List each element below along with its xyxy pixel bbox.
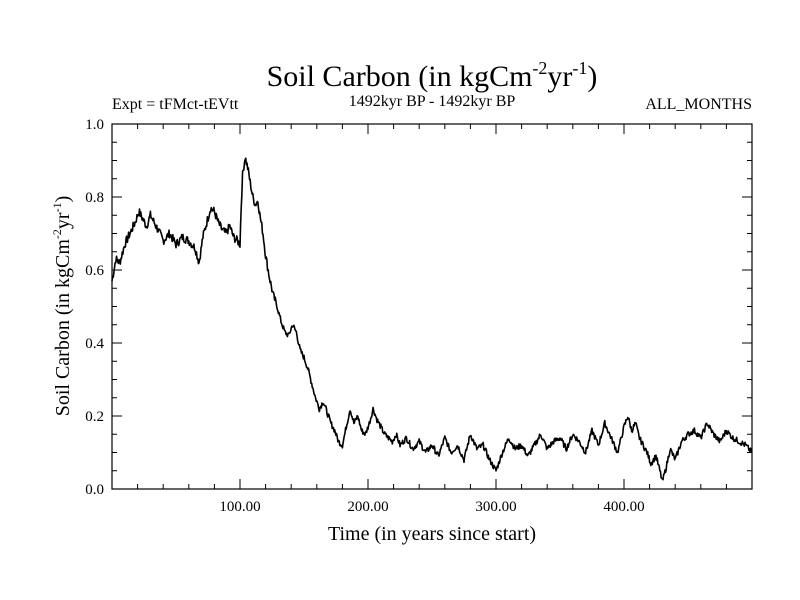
- period-label: 1492kyr BP - 1492kyr BP: [349, 93, 516, 110]
- x-axis-label: Time (in years since start): [328, 523, 536, 545]
- y-tick-label: 1.0: [85, 117, 104, 133]
- y-axis-label: Soil Carbon (in kgCm-2yr-1): [50, 196, 74, 417]
- x-tick-label: 400.00: [603, 499, 644, 515]
- chart-title: Soil Carbon (in kgCm-2yr-1): [267, 58, 598, 93]
- y-tick-label: 0.8: [85, 190, 104, 206]
- experiment-label: Expt = tFMct-tEVtt: [112, 96, 239, 113]
- y-tick-label: 0.0: [85, 482, 104, 498]
- axis-ticks: 100.00 200.00 300.00 400.00 0.0 0.2 0.4 0.6 0.8 1…: [85, 117, 753, 515]
- x-tick-label: 200.00: [347, 499, 388, 515]
- y-tick-label: 0.4: [85, 336, 104, 352]
- months-label: ALL_MONTHS: [645, 96, 752, 113]
- plot-frame: [111, 123, 753, 490]
- soil-carbon-line: [111, 157, 753, 481]
- y-tick-label: 0.2: [85, 409, 104, 425]
- x-tick-label: 300.00: [475, 499, 516, 515]
- x-tick-label: 100.00: [219, 499, 260, 515]
- y-tick-label: 0.6: [85, 263, 104, 279]
